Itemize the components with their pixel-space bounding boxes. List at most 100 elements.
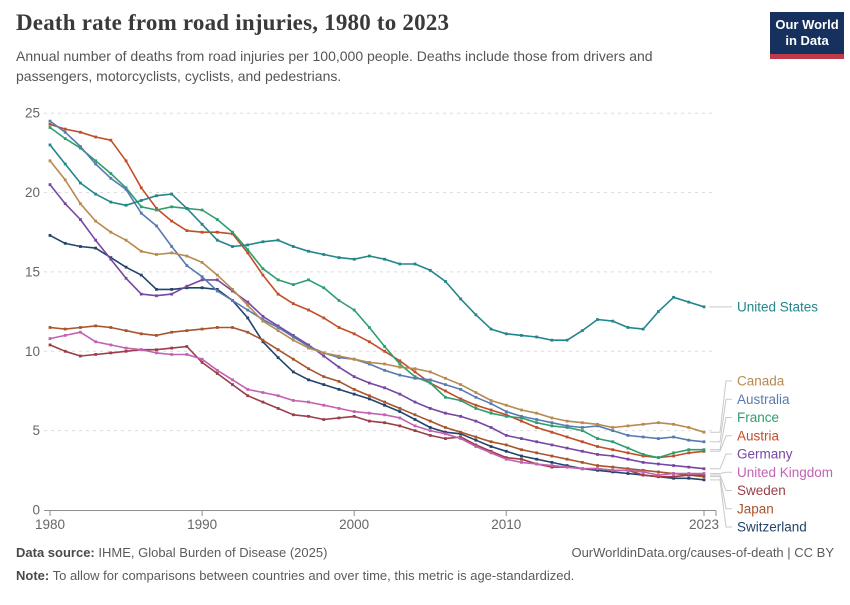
data-point [489, 445, 493, 448]
data-point [94, 219, 98, 223]
data-point [155, 253, 158, 256]
data-point [413, 413, 417, 417]
data-point [322, 383, 326, 387]
data-point [520, 419, 523, 423]
data-point [170, 353, 174, 356]
y-axis-tick-label: 5 [32, 423, 40, 438]
data-point [63, 127, 67, 131]
data-point [459, 437, 463, 440]
line-austria[interactable] [49, 123, 705, 459]
data-point [565, 338, 569, 342]
data-point [94, 238, 98, 242]
legend-label-sweden[interactable]: Sweden [737, 483, 786, 498]
data-source-text: IHME, Global Burden of Disease (2025) [94, 545, 328, 560]
data-point [291, 302, 295, 306]
legend-label-japan[interactable]: Japan [737, 501, 774, 516]
data-point [580, 467, 584, 471]
legend-label-canada[interactable]: Canada [737, 374, 785, 389]
data-point [580, 421, 584, 425]
data-point [702, 448, 706, 452]
data-point [489, 440, 493, 444]
data-point [291, 338, 295, 342]
data-point [474, 395, 478, 399]
data-point [337, 354, 341, 358]
data-point [261, 314, 265, 318]
data-point [672, 454, 675, 458]
x-axis-tick-label: 2000 [339, 517, 369, 532]
line-australia[interactable] [49, 120, 705, 443]
data-point [459, 432, 463, 436]
data-point [352, 387, 356, 391]
data-point [489, 408, 493, 412]
line-sweden[interactable] [49, 344, 705, 478]
rights-link[interactable]: OurWorldinData.org/causes-of-death | CC … [571, 545, 834, 560]
line-united-states[interactable] [49, 144, 705, 342]
line-germany[interactable] [49, 183, 705, 470]
legend-label-france[interactable]: France [737, 410, 779, 425]
data-point [307, 308, 310, 312]
data-point [672, 435, 675, 439]
legend-label-united-states[interactable]: United States [737, 299, 818, 314]
data-point [79, 145, 82, 148]
data-point [124, 238, 128, 242]
chart-footer: Data source: IHME, Global Burden of Dise… [16, 545, 834, 583]
data-point [474, 403, 478, 407]
data-point [291, 370, 295, 374]
data-point [520, 414, 523, 418]
legend-label-austria[interactable]: Austria [737, 428, 780, 443]
data-point [322, 418, 326, 421]
data-point [474, 438, 478, 442]
data-point [611, 468, 615, 472]
data-point [641, 468, 645, 472]
data-point [383, 257, 387, 261]
line-canada[interactable] [49, 160, 705, 434]
data-point [79, 330, 82, 334]
data-point [322, 403, 326, 407]
owid-logo[interactable]: Our World in Data [770, 12, 844, 59]
data-point [535, 457, 539, 461]
line-united-kingdom[interactable] [49, 331, 705, 476]
data-point [352, 332, 356, 336]
data-point [413, 375, 417, 379]
data-point [398, 359, 402, 363]
line-japan[interactable] [49, 325, 705, 478]
legend-label-united-kingdom[interactable]: United Kingdom [737, 465, 833, 480]
data-point [200, 357, 204, 361]
data-point [580, 426, 584, 429]
data-point [565, 424, 569, 428]
owid-url-link[interactable]: OurWorldinData.org/causes-of-death | CC … [571, 545, 834, 560]
data-point [200, 327, 204, 331]
data-point [307, 343, 310, 347]
line-switzerland[interactable] [49, 234, 705, 481]
data-point [504, 457, 508, 461]
data-point [155, 208, 158, 212]
data-point [170, 219, 174, 223]
data-point [687, 451, 691, 455]
line-france[interactable] [49, 126, 705, 459]
data-point [215, 368, 219, 372]
data-point [641, 473, 645, 477]
data-point [200, 286, 204, 290]
data-point [276, 407, 280, 410]
data-point [185, 286, 189, 290]
data-point [170, 330, 174, 334]
data-point [79, 326, 82, 329]
data-point [444, 389, 447, 393]
data-point [520, 416, 523, 420]
data-point [474, 443, 478, 447]
data-point [261, 240, 265, 244]
data-point [398, 410, 402, 413]
legend-label-germany[interactable]: Germany [737, 447, 793, 462]
data-point [413, 400, 417, 404]
x-axis-tick-label: 1990 [187, 517, 217, 532]
data-point [139, 273, 143, 277]
data-point [596, 467, 599, 471]
data-point [383, 386, 387, 390]
legend-label-australia[interactable]: Australia [737, 392, 790, 407]
data-point [246, 394, 250, 398]
data-point [215, 273, 219, 277]
legend-label-switzerland[interactable]: Switzerland [737, 520, 807, 535]
data-point [246, 248, 250, 252]
